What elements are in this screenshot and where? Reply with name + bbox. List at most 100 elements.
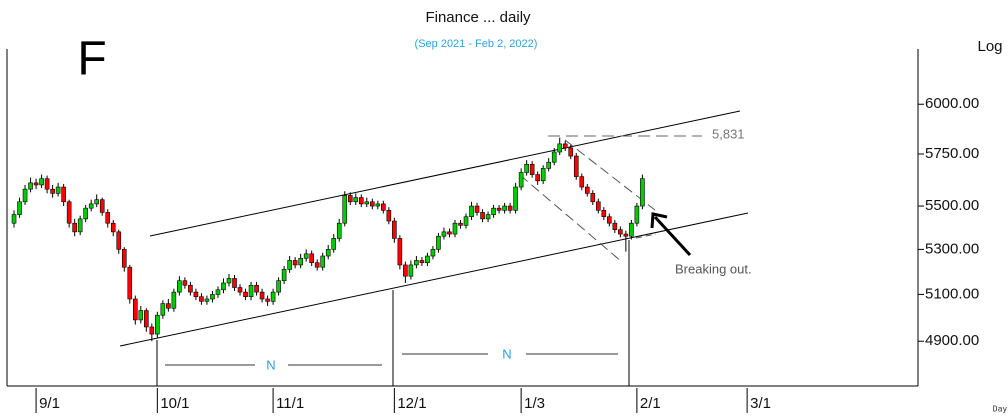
candle-body <box>110 222 116 233</box>
candle-body <box>596 201 601 211</box>
candle-body <box>447 231 452 235</box>
peak-label: 5,831 <box>712 126 745 141</box>
candle-body <box>590 193 596 203</box>
candle-body <box>491 207 496 215</box>
candle-body <box>408 264 414 277</box>
candle-body <box>425 255 430 264</box>
candle-body <box>215 289 221 295</box>
candle-body <box>342 195 348 224</box>
candle-body <box>458 222 463 226</box>
y-tick-label: 5500.00 <box>925 197 979 214</box>
candle-body <box>557 143 563 153</box>
candle-body <box>50 188 55 194</box>
candle-body <box>55 186 61 194</box>
candle-body <box>370 201 375 207</box>
candle-body <box>193 291 199 297</box>
candle-body <box>480 212 485 220</box>
candle-body <box>22 188 28 203</box>
y-tick-label: 6000.00 <box>925 95 979 112</box>
candle-body <box>325 249 331 257</box>
candle-body <box>430 249 436 257</box>
candle-body <box>331 238 337 250</box>
candle-body <box>320 255 325 268</box>
candle-body <box>529 163 535 175</box>
x-tick-label: 10/1 <box>160 395 189 412</box>
candle-body <box>28 182 33 190</box>
candle-body <box>375 203 381 207</box>
candle-body <box>144 310 149 328</box>
candle-body <box>237 287 243 293</box>
candle-body <box>44 178 50 190</box>
candle-body <box>485 214 491 220</box>
breakout-label: Breaking out. <box>675 261 752 276</box>
candle-body <box>524 163 529 173</box>
candle-body <box>39 178 44 186</box>
candle-body <box>226 278 232 284</box>
candle-body <box>618 229 623 235</box>
x-tick-label: 1/3 <box>524 395 545 412</box>
candle-body <box>171 291 177 309</box>
y-tick-label: 5750.00 <box>925 145 979 162</box>
candle-body <box>127 266 133 300</box>
candle-body <box>177 280 182 293</box>
candle-body <box>182 280 188 286</box>
candle-body <box>121 249 127 268</box>
candle-body <box>386 210 392 222</box>
y-tick-label: 4900.00 <box>925 332 979 349</box>
candle-body <box>66 201 72 224</box>
candle-body <box>17 201 22 215</box>
candle-body <box>155 314 160 335</box>
candle-body <box>573 155 579 177</box>
candle-body <box>199 296 204 302</box>
candle-body <box>99 199 105 213</box>
candle-body <box>414 260 419 266</box>
candle-body <box>149 326 155 335</box>
y-tick-label: 5300.00 <box>925 240 979 257</box>
candle-body <box>452 222 458 235</box>
candle-body <box>248 284 254 297</box>
candle-body <box>336 222 342 239</box>
candle-body <box>441 231 447 237</box>
candle-body <box>204 298 210 302</box>
candle-body <box>507 205 513 211</box>
candle-body <box>634 205 640 224</box>
candle-body <box>397 238 403 266</box>
period-label: Day <box>993 405 1008 414</box>
candle-body <box>132 298 138 321</box>
frame <box>6 49 919 387</box>
candle-body <box>607 216 612 224</box>
candle-body <box>568 147 574 157</box>
candle-body <box>584 186 590 194</box>
candle-body <box>347 195 353 203</box>
candle-body <box>94 199 100 205</box>
candle-body <box>436 235 441 250</box>
x-tick-label: 2/1 <box>640 395 661 412</box>
symbol: F <box>77 33 106 86</box>
candle-body <box>309 253 314 264</box>
candle-body <box>298 257 303 266</box>
candle-body <box>469 205 474 218</box>
candle-body <box>265 298 270 302</box>
candle-body <box>61 186 66 203</box>
chart-subtitle: (Sep 2021 - Feb 2, 2022) <box>415 38 538 50</box>
candle-body <box>210 294 215 300</box>
candle-body <box>474 205 480 213</box>
candle-body <box>518 172 524 188</box>
candle-body <box>535 174 540 182</box>
candle-body <box>276 280 281 293</box>
candle-body <box>166 303 171 309</box>
scale-label: Log <box>977 38 1002 55</box>
candle-body <box>540 168 546 182</box>
candle-body <box>513 186 518 211</box>
candle-body <box>463 216 469 226</box>
candle-body <box>105 212 111 224</box>
candle-body <box>353 197 359 203</box>
candle-body <box>88 203 94 209</box>
candle-body <box>314 262 320 268</box>
candle-body <box>579 176 585 188</box>
candle-body <box>116 231 122 250</box>
chart-title: Finance ... daily <box>425 9 531 26</box>
candle-body <box>188 284 193 293</box>
